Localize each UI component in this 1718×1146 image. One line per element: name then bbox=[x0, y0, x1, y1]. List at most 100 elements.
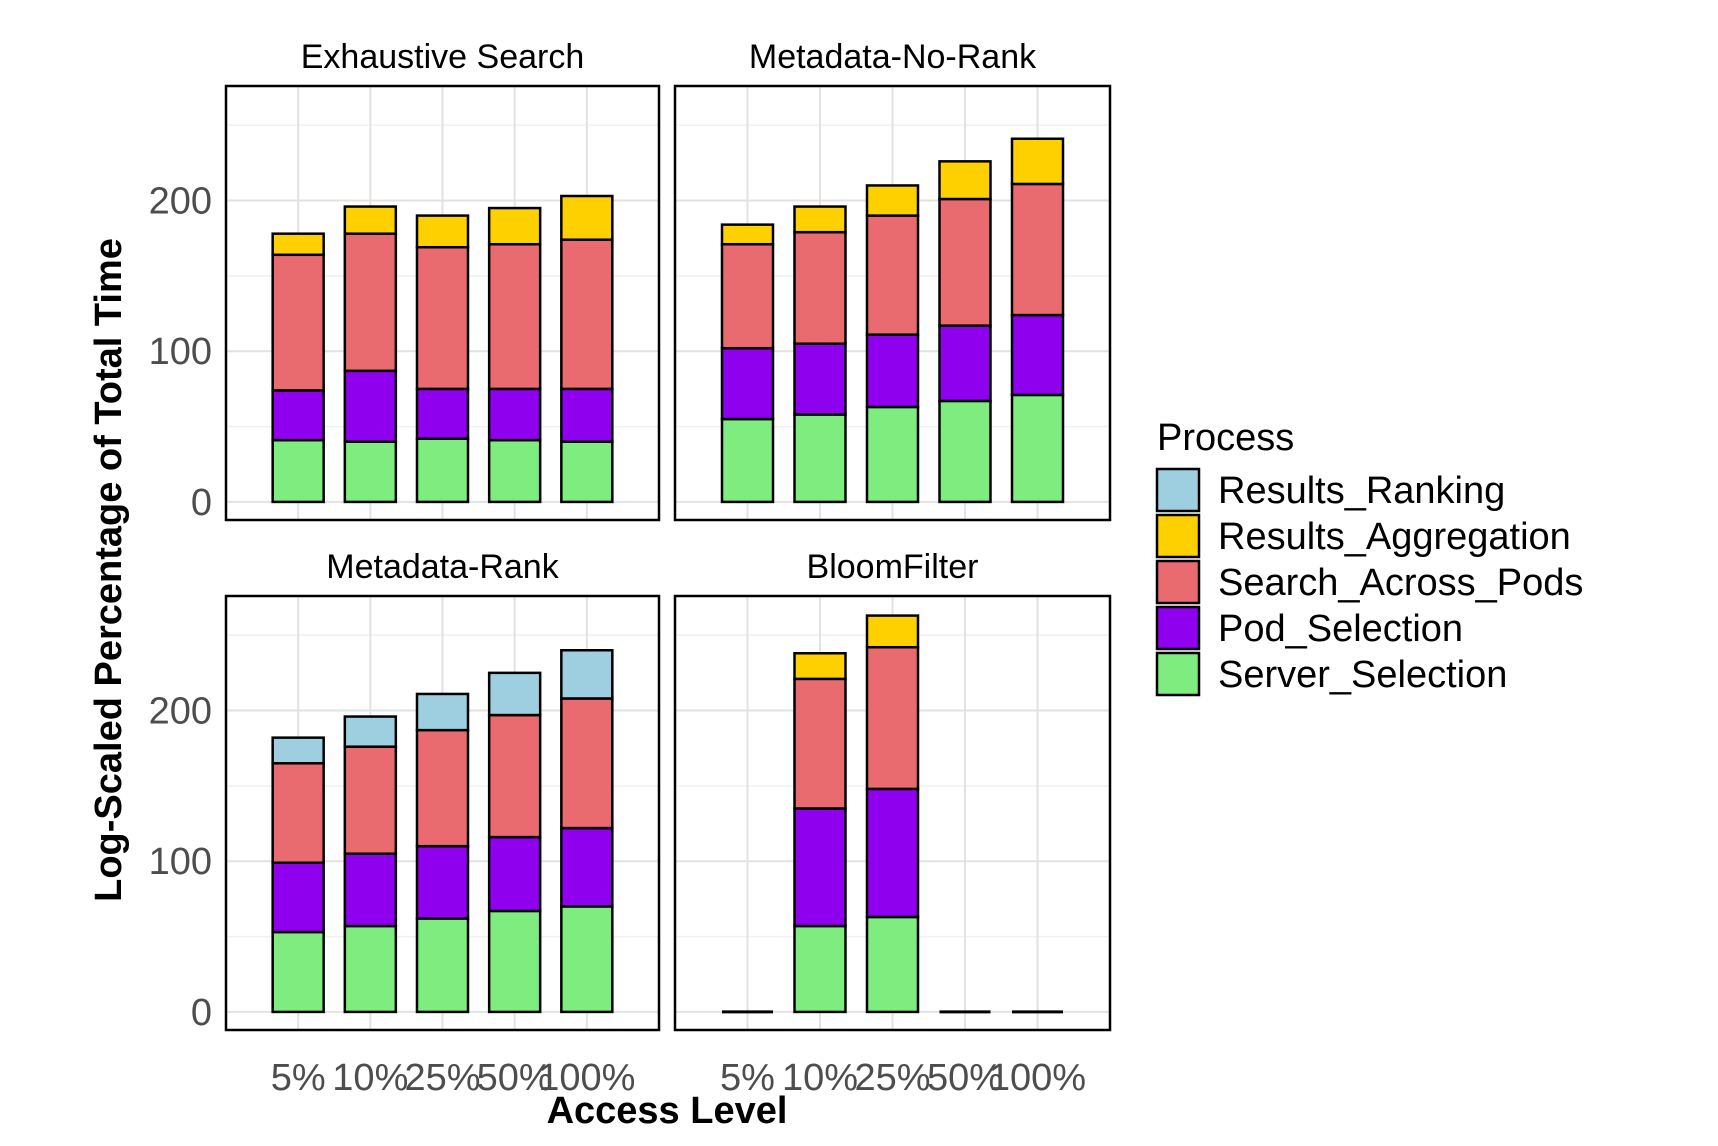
bar-segment-search-across-pods bbox=[560, 238, 614, 391]
bar-segment-server-selection bbox=[938, 399, 992, 504]
bar-segment-search-across-pods bbox=[560, 697, 614, 830]
bar-segment-search-across-pods bbox=[720, 242, 775, 350]
bar-segment-pod-selection bbox=[487, 387, 542, 442]
bar-segment-results-aggregation bbox=[1010, 137, 1065, 186]
y-tick-label: 0 bbox=[191, 992, 212, 1034]
bar-segment-search-across-pods bbox=[487, 242, 542, 391]
bar-segment-server-selection bbox=[343, 924, 398, 1014]
bar-segment-search-across-pods bbox=[271, 253, 325, 392]
bar-segment-server-selection bbox=[865, 405, 920, 504]
bar-segment-results-aggregation bbox=[938, 160, 992, 201]
bar-segment-server-selection bbox=[560, 905, 614, 1014]
bar-segment-results-aggregation bbox=[271, 232, 325, 257]
bar-segment-results-ranking bbox=[560, 649, 614, 700]
bar-segment-results-aggregation bbox=[343, 205, 398, 235]
x-tick-label: 100% bbox=[989, 1057, 1086, 1099]
bar-segment-server-selection bbox=[343, 440, 398, 504]
bar-segment-pod-selection bbox=[487, 835, 542, 913]
y-axis-title: Log-Scaled Percentage of Total Time bbox=[88, 238, 130, 902]
x-tick-label: 5% bbox=[271, 1057, 326, 1099]
legend-label-pod-selection: Pod_Selection bbox=[1218, 608, 1463, 650]
bar-segment-pod-selection bbox=[793, 807, 847, 928]
bar-segment-search-across-pods bbox=[938, 197, 992, 327]
legend-label-server-selection: Server_Selection bbox=[1218, 654, 1507, 696]
bar-segment-search-across-pods bbox=[415, 245, 470, 391]
panel-title: Metadata-Rank bbox=[326, 548, 559, 586]
bar-segment-server-selection bbox=[560, 440, 614, 504]
legend-label-results-ranking: Results_Ranking bbox=[1218, 470, 1505, 512]
bar-segment-server-selection bbox=[415, 917, 470, 1014]
bar-segment-search-across-pods bbox=[343, 232, 398, 373]
bar-segment-results-ranking bbox=[415, 692, 470, 732]
panel-title: Metadata-No-Rank bbox=[749, 38, 1037, 76]
bar-segment-pod-selection bbox=[343, 369, 398, 443]
bar-segment-results-ranking bbox=[271, 736, 325, 765]
x-tick-label: 25% bbox=[854, 1057, 930, 1099]
x-tick-label: 25% bbox=[404, 1057, 480, 1099]
bar-segment-results-ranking bbox=[487, 671, 542, 717]
bar-segment-pod-selection bbox=[793, 342, 847, 416]
legend-key-results-aggregation bbox=[1155, 513, 1201, 559]
bar-segment-search-across-pods bbox=[271, 762, 325, 864]
bar-segment-pod-selection bbox=[271, 861, 325, 934]
legend: Process Results_RankingResults_Aggregati… bbox=[1155, 417, 1583, 697]
legend-label-search-across-pods: Search_Across_Pods bbox=[1218, 562, 1583, 604]
bar-segment-pod-selection bbox=[720, 346, 775, 421]
panel-metadata-rank: Metadata-Rank 0 100 200 5% 10%25%50%100% bbox=[149, 548, 661, 1099]
bar-segment-server-selection bbox=[720, 417, 775, 504]
panel-exhaustive-search: Exhaustive Search 0 100 200 bbox=[149, 38, 661, 524]
x-tick-label: 5% bbox=[720, 1057, 775, 1099]
y-tick-label: 0 bbox=[191, 482, 212, 524]
bar-segment-results-aggregation bbox=[487, 206, 542, 246]
bar-segment-results-aggregation bbox=[865, 614, 920, 649]
panel-metadata-no-rank: Metadata-No-Rank bbox=[673, 38, 1112, 522]
bar-segment-server-selection bbox=[271, 438, 325, 504]
bar-segment-pod-selection bbox=[415, 844, 470, 920]
y-tick-label: 200 bbox=[149, 691, 212, 733]
panel-title: Exhaustive Search bbox=[301, 38, 585, 76]
bar-segment-pod-selection bbox=[1010, 313, 1065, 397]
bar-segment-results-aggregation bbox=[720, 223, 775, 246]
panel-bloomfilter: BloomFilter 5% 10%25%50%100% bbox=[673, 548, 1112, 1099]
bar-segment-search-across-pods bbox=[865, 214, 920, 336]
bar-segment-results-aggregation bbox=[793, 205, 847, 234]
legend-key-search-across-pods bbox=[1155, 559, 1201, 605]
x-axis-title: Access Level bbox=[547, 1090, 788, 1132]
legend-label-results-aggregation: Results_Aggregation bbox=[1218, 516, 1571, 558]
legend-key-pod-selection bbox=[1155, 605, 1201, 651]
panel-title: BloomFilter bbox=[807, 548, 979, 586]
panel-border bbox=[673, 84, 1112, 522]
y-tick-label: 200 bbox=[149, 181, 212, 223]
bar-segment-server-selection bbox=[865, 915, 920, 1014]
bar-segment-results-aggregation bbox=[560, 194, 614, 241]
legend-title: Process bbox=[1157, 417, 1294, 459]
bar-segment-pod-selection bbox=[560, 826, 614, 908]
legend-key-results-ranking bbox=[1155, 467, 1201, 513]
bar-segment-results-ranking bbox=[343, 715, 398, 748]
bar-segment-server-selection bbox=[793, 413, 847, 504]
bar-segment-pod-selection bbox=[938, 324, 992, 403]
bar-segment-search-across-pods bbox=[865, 645, 920, 791]
bar-segment-server-selection bbox=[1010, 393, 1065, 504]
panel-border bbox=[673, 594, 1112, 1032]
bar-segment-pod-selection bbox=[415, 387, 470, 440]
panel-border bbox=[224, 84, 661, 522]
bar-segment-results-aggregation bbox=[793, 652, 847, 681]
bar-segment-search-across-pods bbox=[343, 745, 398, 855]
bar-segment-pod-selection bbox=[865, 787, 920, 919]
bar-segment-search-across-pods bbox=[793, 230, 847, 345]
bar-segment-server-selection bbox=[487, 438, 542, 504]
bar-segment-search-across-pods bbox=[793, 677, 847, 810]
bar-segment-server-selection bbox=[415, 437, 470, 504]
bar-segment-pod-selection bbox=[271, 389, 325, 442]
bar-segment-search-across-pods bbox=[415, 728, 470, 848]
bar-segment-pod-selection bbox=[560, 387, 614, 443]
bar-segment-server-selection bbox=[487, 909, 542, 1014]
bar-segment-results-aggregation bbox=[415, 214, 470, 249]
bar-segment-server-selection bbox=[271, 930, 325, 1014]
x-tick-label: 10% bbox=[782, 1057, 858, 1099]
bar-segment-search-across-pods bbox=[487, 713, 542, 839]
legend-key-server-selection bbox=[1155, 651, 1201, 697]
x-tick-label: 10% bbox=[332, 1057, 408, 1099]
